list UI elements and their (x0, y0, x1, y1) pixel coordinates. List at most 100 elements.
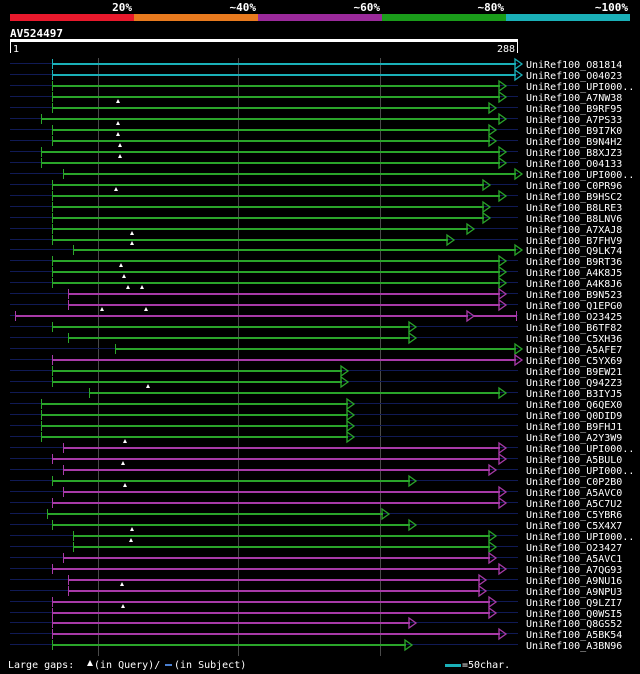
hit-row[interactable]: UniRef100_B7FHV9 (10, 231, 622, 247)
hit-row[interactable]: UniRef100_B8LNV6 (10, 211, 622, 225)
hit-row[interactable]: UniRef100_A9NU16 (10, 573, 622, 587)
hit-label[interactable]: UniRef100_B9RF95 (526, 104, 622, 115)
hit-label[interactable]: UniRef100_Q6QEX0 (526, 400, 622, 411)
hit-label[interactable]: UniRef100_Q8GS52 (526, 619, 622, 630)
hit-row[interactable]: UniRef100_B9RT36 (10, 254, 622, 268)
hit-label[interactable]: UniRef100_O23425 (526, 312, 622, 323)
hit-row[interactable]: UniRef100_A5BK54 (10, 627, 622, 641)
hit-label[interactable]: UniRef100_UPI000.. (526, 444, 634, 455)
hit-row[interactable]: UniRef100_A5BUL0 (10, 452, 622, 466)
hit-label[interactable]: UniRef100_B6TF82 (526, 323, 622, 334)
hit-row[interactable]: UniRef100_UPI000.. (10, 461, 634, 477)
hit-row[interactable]: UniRef100_Q0WSI5 (10, 604, 622, 620)
hit-label[interactable]: UniRef100_A4K8J6 (526, 279, 622, 290)
hit-row[interactable]: UniRef100_B9FHJ1 (10, 419, 622, 433)
hit-row[interactable]: UniRef100_A4K8J6 (10, 274, 622, 290)
hit-row[interactable]: UniRef100_A7XAJ8 (10, 222, 622, 236)
hit-row[interactable]: UniRef100_O23427 (10, 538, 622, 554)
hit-label[interactable]: UniRef100_A7PS33 (526, 115, 622, 126)
hit-row[interactable]: UniRef100_UPI000.. (10, 439, 634, 455)
hit-row[interactable]: UniRef100_B9HSC2 (10, 187, 622, 203)
hit-row[interactable]: UniRef100_A7NW38 (10, 90, 622, 104)
hit-label[interactable]: UniRef100_Q0WSI5 (526, 609, 622, 620)
hit-label[interactable]: UniRef100_A3BN96 (526, 641, 622, 652)
hit-label[interactable]: UniRef100_B7FHV9 (526, 236, 622, 247)
hit-row[interactable]: UniRef100_UPI000.. (10, 79, 634, 93)
hit-label[interactable]: UniRef100_O04023 (526, 71, 622, 82)
hit-label[interactable]: UniRef100_B8LRE3 (526, 203, 622, 214)
hit-label[interactable]: UniRef100_A9NPU3 (526, 587, 622, 598)
hit-label[interactable]: UniRef100_A4K8J5 (526, 268, 622, 279)
hit-row[interactable]: UniRef100_O04023 (10, 68, 622, 82)
hit-label[interactable]: UniRef100_A9NU16 (526, 576, 622, 587)
hit-row[interactable]: UniRef100_A5C7U2 (10, 496, 622, 510)
hit-row[interactable]: UniRef100_Q6QEX0 (10, 397, 622, 411)
hit-row[interactable]: UniRef100_C5YX69 (10, 353, 622, 367)
hit-label[interactable]: UniRef100_O04133 (526, 159, 622, 170)
hit-label[interactable]: UniRef100_UPI000.. (526, 170, 634, 181)
hit-row[interactable]: UniRef100_B9N4H2 (10, 132, 622, 148)
hit-row[interactable]: UniRef100_A3BN96 (10, 638, 622, 652)
hit-label[interactable]: UniRef100_Q942Z3 (526, 378, 622, 389)
hit-label[interactable]: UniRef100_Q9LZI7 (526, 598, 622, 609)
hit-label[interactable]: UniRef100_C0PR96 (526, 181, 622, 192)
hit-label[interactable]: UniRef100_B8LNV6 (526, 214, 622, 225)
hit-label[interactable]: UniRef100_C0P2B0 (526, 477, 622, 488)
hit-label[interactable]: UniRef100_A5AVC0 (526, 488, 622, 499)
hit-row[interactable]: UniRef100_UPI000.. (10, 167, 634, 181)
hit-label[interactable]: UniRef100_C5X4X7 (526, 521, 622, 532)
hit-label[interactable]: UniRef100_B9FHJ1 (526, 422, 622, 433)
hit-label[interactable]: UniRef100_UPI000.. (526, 532, 634, 543)
hit-label[interactable]: UniRef100_UPI000.. (526, 466, 634, 477)
hit-label[interactable]: UniRef100_Q1EPG0 (526, 301, 622, 312)
hit-label[interactable]: UniRef100_A5C7U2 (526, 499, 622, 510)
hit-label[interactable]: UniRef100_B3IYJ5 (526, 389, 622, 400)
hit-row[interactable]: UniRef100_B8XJZ3 (10, 143, 622, 159)
hit-label[interactable]: UniRef100_C5YX69 (526, 356, 622, 367)
hit-row[interactable]: UniRef100_A5AFE7 (10, 342, 622, 356)
hit-label[interactable]: UniRef100_B9N523 (526, 290, 622, 301)
hit-label[interactable]: UniRef100_A7NW38 (526, 93, 622, 104)
hit-label[interactable]: UniRef100_C5YBR6 (526, 510, 622, 521)
hit-row[interactable]: UniRef100_O81814 (10, 57, 622, 71)
hit-row[interactable]: UniRef100_Q1EPG0 (10, 298, 622, 312)
hit-label[interactable]: UniRef100_O23427 (526, 543, 622, 554)
hit-row[interactable]: UniRef100_B3IYJ5 (10, 384, 622, 400)
hit-label[interactable]: UniRef100_B9I7K0 (526, 126, 622, 137)
hit-row[interactable]: UniRef100_A7PS33 (10, 112, 622, 126)
hit-label[interactable]: UniRef100_C5XH36 (526, 334, 622, 345)
hit-row[interactable]: UniRef100_O23425 (10, 307, 622, 323)
hit-row[interactable]: UniRef100_B9N523 (10, 285, 622, 301)
hit-label[interactable]: UniRef100_Q0DID9 (526, 411, 622, 422)
query-id[interactable]: AV524497 (10, 27, 63, 40)
hit-row[interactable]: UniRef100_O04133 (10, 154, 622, 170)
hit-label[interactable]: UniRef100_B9HSC2 (526, 192, 622, 203)
hit-label[interactable]: UniRef100_B9N4H2 (526, 137, 622, 148)
hit-label[interactable]: UniRef100_UPI000.. (526, 82, 634, 93)
hit-row[interactable]: UniRef100_Q9LK74 (10, 241, 622, 257)
hit-row[interactable]: UniRef100_B9I7K0 (10, 121, 622, 137)
hit-row[interactable]: UniRef100_A7QG93 (10, 562, 622, 576)
hit-label[interactable]: UniRef100_A2Y3W9 (526, 433, 622, 444)
hit-row[interactable]: UniRef100_B6TF82 (10, 320, 622, 334)
hit-label[interactable]: UniRef100_A7XAJ8 (526, 225, 622, 236)
hit-row[interactable]: UniRef100_B9EW21 (10, 364, 622, 378)
hit-label[interactable]: UniRef100_A5BUL0 (526, 455, 622, 466)
hit-row[interactable]: UniRef100_Q0DID9 (10, 408, 622, 422)
hit-row[interactable]: UniRef100_UPI000.. (10, 527, 634, 543)
hit-row[interactable]: UniRef100_C0P2B0 (10, 474, 622, 488)
hit-row[interactable]: UniRef100_Q9LZI7 (10, 595, 622, 609)
hit-label[interactable]: UniRef100_A7QG93 (526, 565, 622, 576)
hit-row[interactable]: UniRef100_A5AVC0 (10, 483, 622, 499)
hit-row[interactable]: UniRef100_Q942Z3 (10, 375, 622, 389)
hit-row[interactable]: UniRef100_C5X4X7 (10, 518, 622, 532)
hit-row[interactable]: UniRef100_B9RF95 (10, 99, 622, 115)
hit-label[interactable]: UniRef100_A5AVC1 (526, 554, 622, 565)
hit-label[interactable]: UniRef100_B9EW21 (526, 367, 622, 378)
hit-row[interactable]: UniRef100_C0PR96 (10, 178, 622, 192)
hit-row[interactable]: UniRef100_A9NPU3 (10, 582, 622, 598)
hit-label[interactable]: UniRef100_O81814 (526, 60, 622, 71)
hit-row[interactable]: UniRef100_A4K8J5 (10, 263, 622, 279)
hit-label[interactable]: UniRef100_A5AFE7 (526, 345, 622, 356)
hit-label[interactable]: UniRef100_B8XJZ3 (526, 148, 622, 159)
